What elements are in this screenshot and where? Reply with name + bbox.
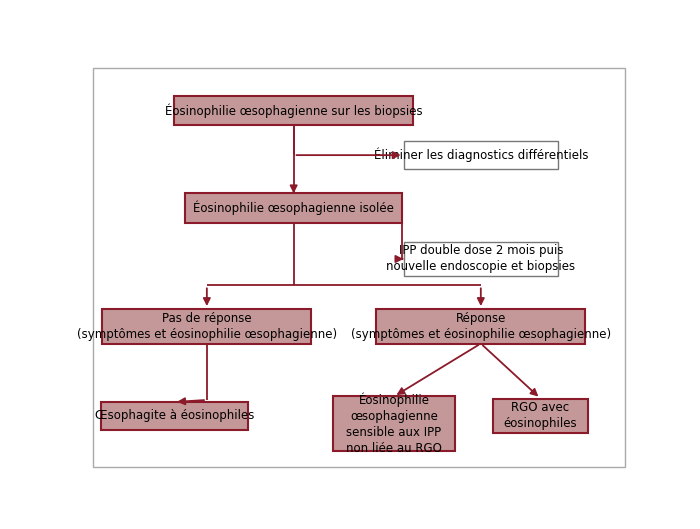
Bar bbox=[403, 242, 558, 276]
Bar bbox=[493, 398, 588, 433]
Text: Œsophagite à éosinophiles: Œsophagite à éosinophiles bbox=[94, 409, 254, 422]
Text: RGO avec
éosinophiles: RGO avec éosinophiles bbox=[504, 402, 578, 430]
Text: Éliminer les diagnostics différentiels: Éliminer les diagnostics différentiels bbox=[374, 148, 588, 162]
Bar bbox=[102, 309, 312, 343]
Text: Éosinophilie œsophagienne isolée: Éosinophilie œsophagienne isolée bbox=[193, 201, 394, 215]
Text: Éosinophilie
œsophagienne
sensible aux IPP
non liée au RGO: Éosinophilie œsophagienne sensible aux I… bbox=[346, 393, 442, 455]
Text: Pas de réponse
(symptômes et éosinophilie œsophagienne): Pas de réponse (symptômes et éosinophili… bbox=[77, 312, 337, 341]
Text: Réponse
(symptômes et éosinophilie œsophagienne): Réponse (symptômes et éosinophilie œsoph… bbox=[351, 312, 611, 341]
Bar bbox=[185, 194, 402, 223]
Text: Éosinophilie œsophagienne sur les biopsies: Éosinophilie œsophagienne sur les biopsi… bbox=[164, 103, 423, 117]
Bar bbox=[174, 96, 413, 125]
Bar bbox=[377, 309, 585, 343]
Bar bbox=[403, 141, 558, 169]
Bar bbox=[333, 396, 455, 451]
Text: IPP double dose 2 mois puis
nouvelle endoscopie et biopsies: IPP double dose 2 mois puis nouvelle end… bbox=[386, 244, 575, 273]
Bar bbox=[101, 402, 248, 430]
